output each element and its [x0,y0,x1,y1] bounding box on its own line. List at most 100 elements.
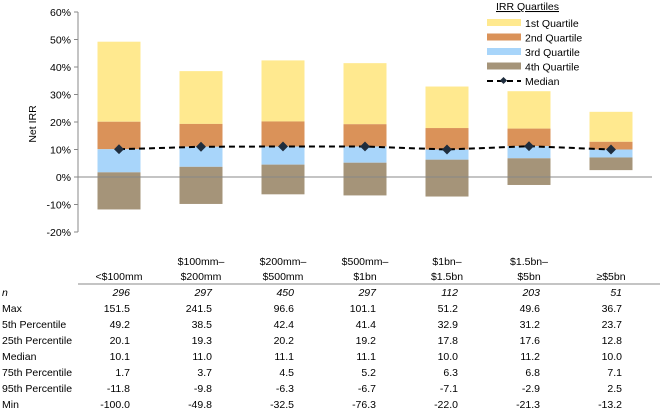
table-cell: -13.2 [598,399,622,411]
table-cell: 49.6 [520,303,541,315]
category-label: $1.5bn– [510,256,548,268]
table-cell: 17.8 [438,335,459,347]
median-marker [524,141,534,152]
bar-3rd-quartile [425,149,469,160]
table-cell: 11.0 [192,351,212,363]
table-cell: 297 [357,287,377,299]
table-cell: -6.7 [358,383,376,395]
median-marker [278,141,288,152]
table-cell: 96.6 [274,303,295,315]
table-cell: 36.7 [602,303,623,315]
table-row-label: Median [2,351,37,363]
y-tick-label: 0% [56,172,71,184]
table-cell: 32.9 [438,319,459,331]
bar-3rd-quartile [179,146,223,167]
bar-3rd-quartile [507,146,551,159]
legend-median-marker [499,76,508,85]
bar-4th-quartile [507,158,551,185]
bar-1st-quartile [97,41,141,122]
table-cell: 10.0 [438,351,459,363]
table-cell: 51.2 [438,303,459,315]
table-row-label: 25th Percentile [2,335,72,347]
bar-1st-quartile [343,63,387,125]
legend-entry: 3rd Quartile [525,47,580,59]
table-cell: 7.1 [607,367,622,379]
bar-4th-quartile [425,159,469,197]
category-label: ≥$5bn [596,271,625,283]
bar-2nd-quartile [179,123,223,147]
bar-1st-quartile [507,91,551,129]
table-row-label: 95th Percentile [2,383,72,395]
table-row-label: 5th Percentile [2,319,66,331]
table-cell: 241.5 [186,303,212,315]
table-row-label: n [2,287,8,299]
table-cell: 20.1 [110,335,131,347]
bar-4th-quartile [261,164,305,195]
bar-3rd-quartile [261,146,305,165]
table-row-label: Max [2,303,23,315]
table-cell: 6.3 [443,367,458,379]
median-marker [114,144,124,155]
bar-3rd-quartile [97,149,141,173]
table-cell: -7.1 [440,383,458,395]
table-cell: 49.2 [110,319,131,331]
table-cell: 10.0 [602,351,623,363]
table-cell: 23.7 [602,319,623,331]
bar-4th-quartile [343,162,387,196]
table-cell: 3.7 [197,367,212,379]
table-cell: 31.2 [520,319,541,331]
category-label: $200mm– [260,256,307,268]
legend-title: IRR Quartiles [496,1,559,13]
bar-1st-quartile [425,86,469,129]
table-cell: 2.5 [607,383,622,395]
category-label: $1bn– [432,256,461,268]
legend-entry: 1st Quartile [525,18,579,30]
legend-entry: Median [525,76,560,88]
legend-swatch [487,19,521,26]
category-label: <$100mm [96,271,143,283]
table-cell: -32.5 [270,399,294,411]
category-label: $500mm– [342,256,389,268]
table-cell: 11.1 [356,351,376,363]
y-tick-label: 30% [50,90,71,102]
median-marker [196,141,206,152]
table-cell: 450 [276,287,294,299]
category-label: $1.5bn [431,271,463,283]
table-cell: 19.3 [192,335,213,347]
median-marker [442,144,452,155]
table-cell: 6.8 [525,367,540,379]
category-label: $1bn [353,271,377,283]
median-layer [114,141,616,155]
legend-entry: 4th Quartile [525,62,579,74]
category-label: $5bn [517,271,541,283]
table-cell: -100.0 [100,399,130,411]
category-label: $500mm [263,271,304,283]
table-cell: 151.5 [104,303,130,315]
table-cell: 10.1 [110,351,131,363]
table-cell: 4.5 [279,367,294,379]
y-tick-label: -10% [46,200,71,212]
table-cell: -6.3 [276,383,294,395]
table-cell: 11.1 [274,351,294,363]
table-cell: 11.2 [520,351,540,363]
table-cell: 38.5 [192,319,213,331]
table-cell: 203 [521,287,540,299]
table-cell: -9.8 [194,383,212,395]
category-label: $100mm– [178,256,225,268]
bar-1st-quartile [179,71,223,124]
table-cell: -22.0 [434,399,458,411]
table-cell: -21.3 [516,399,540,411]
bar-4th-quartile [179,166,223,204]
table-cell: -49.8 [188,399,212,411]
legend-swatch [487,33,521,41]
table-cell: -76.3 [352,399,376,411]
table-cell: 41.4 [356,319,377,331]
table-cell: 297 [193,287,213,299]
y-axis-label: Net IRR [27,105,39,143]
y-tick-label: 20% [50,117,71,129]
bar-2nd-quartile [425,128,469,150]
category-label: $200mm [181,271,222,283]
bar-2nd-quartile [343,124,387,147]
legend-swatch [487,62,521,70]
bar-4th-quartile [589,157,633,171]
